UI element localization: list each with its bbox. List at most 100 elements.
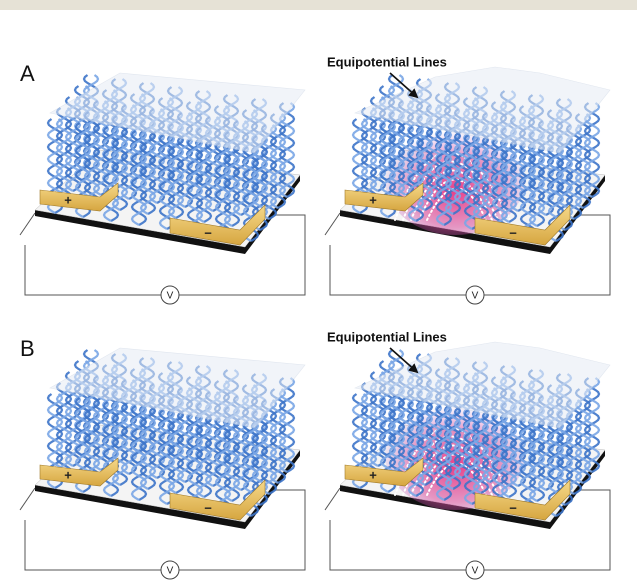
electrode-negative (474, 479, 571, 521)
helix-strand (83, 386, 101, 482)
electrode-positive (344, 182, 424, 212)
helix-strand (195, 402, 213, 498)
top-sheet (49, 347, 306, 429)
helix-strand (139, 394, 157, 490)
electrode-positive (39, 182, 119, 212)
helix-strand (463, 134, 481, 230)
helix-strand (528, 131, 546, 227)
annotation: Equipotential Lines (327, 329, 447, 344)
helix-strand (500, 402, 518, 498)
helix-strand (519, 417, 537, 513)
helix-strand (435, 405, 453, 501)
electrode-negative-label: − (509, 500, 517, 515)
annotation-arrow (389, 347, 419, 374)
helix-strand (491, 138, 509, 234)
device: V + − Equipotential Lines (324, 329, 611, 580)
helix-strand (500, 127, 518, 223)
helix-strand (55, 107, 73, 203)
helix-strand (214, 142, 232, 238)
device: V + − Equipotential Lines (324, 54, 611, 305)
helix-strand (435, 405, 453, 501)
electrode-positive (344, 457, 424, 487)
helix-strand (463, 134, 481, 230)
helix-strand (214, 142, 232, 238)
voltmeter (160, 285, 180, 305)
helix-strand (130, 405, 148, 501)
electrode-positive (39, 457, 119, 487)
helix-strand (167, 123, 185, 219)
helix-strand (158, 409, 176, 505)
helix-strand (407, 126, 425, 222)
device: V + − (19, 72, 306, 305)
electrode-negative-label: − (204, 225, 212, 240)
voltmeter (465, 560, 485, 580)
voltmeter (160, 560, 180, 580)
helix-strand (130, 130, 148, 226)
helix-strand (186, 413, 204, 509)
helix-strand (186, 138, 204, 234)
helix-strand (444, 394, 462, 490)
voltmeter-label: V (167, 291, 174, 302)
annotation: Equipotential Lines (327, 54, 447, 69)
helix-strand (158, 134, 176, 230)
helix-strand (388, 111, 406, 207)
panel-label: A (20, 61, 35, 86)
helix-strand (491, 413, 509, 509)
electrode-negative-label: − (509, 225, 517, 240)
helix-strand (528, 406, 546, 502)
helix-strand (223, 131, 241, 227)
helix-strand (102, 401, 120, 497)
helix-strand (463, 409, 481, 505)
helix-strand (491, 138, 509, 234)
electrode-negative (169, 479, 266, 521)
voltmeter-label: V (472, 566, 479, 577)
helix-strand (83, 111, 101, 207)
helix-strand (167, 398, 185, 494)
electrode-negative-label: − (204, 500, 212, 515)
voltmeter-label: V (167, 566, 174, 577)
helix-strand (223, 406, 241, 502)
helix-strand (186, 413, 204, 509)
helix-strand (214, 417, 232, 513)
top-sheet (354, 341, 611, 429)
helix-strand (102, 126, 120, 222)
helix-strand (186, 138, 204, 234)
helix-strand (435, 130, 453, 226)
helix-strand (519, 417, 537, 513)
helix-strand (130, 405, 148, 501)
helix-strand (472, 398, 490, 494)
device: V + − (19, 347, 306, 580)
helix-strand (472, 123, 490, 219)
electrode-negative (169, 204, 266, 246)
voltmeter (465, 285, 485, 305)
helix-strand (195, 127, 213, 223)
electrode-positive-label: + (369, 192, 377, 207)
top-sheet (354, 66, 611, 154)
helix-strand (360, 382, 378, 478)
helix-strand (111, 390, 129, 486)
helix-strand (139, 119, 157, 215)
plate-edge (340, 175, 605, 254)
electrode-negative (474, 204, 571, 246)
helix-strand (519, 142, 537, 238)
helix-strand (444, 119, 462, 215)
helix-strand (407, 401, 425, 497)
plate-edge (35, 450, 300, 529)
helix-strand (463, 409, 481, 505)
voltmeter-label: V (472, 291, 479, 302)
plate-edge (340, 450, 605, 529)
electrode-positive-label: + (64, 467, 72, 482)
helix-strand (491, 413, 509, 509)
annotation-arrow (389, 72, 419, 99)
plate-edge (35, 175, 300, 254)
helix-strand (519, 142, 537, 238)
helix-strand (158, 409, 176, 505)
electrode-positive-label: + (369, 467, 377, 482)
helix-strand (111, 115, 129, 211)
helix-strand (416, 115, 434, 211)
panel-label: B (20, 336, 35, 361)
helix-strand (55, 382, 73, 478)
electrode-positive-label: + (64, 192, 72, 207)
